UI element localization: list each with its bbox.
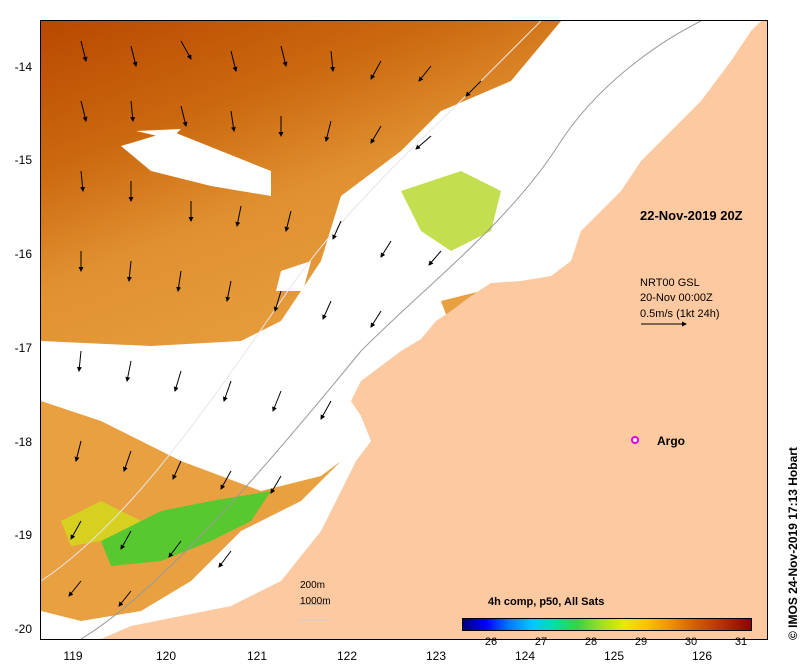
y-tick-label: -19 xyxy=(14,528,32,542)
cloud-gap-1 xyxy=(121,131,271,196)
cloud-gap-2 xyxy=(136,129,181,139)
sst-colorbar xyxy=(462,618,752,631)
colorbar-tick: 29 xyxy=(634,636,648,648)
x-tick-label: 123 xyxy=(425,649,447,663)
sst-nearshore-patch xyxy=(401,171,501,251)
y-tick-label: -20 xyxy=(14,622,32,636)
colorbar-tick: 31 xyxy=(734,636,748,648)
sst-warm-region xyxy=(41,21,561,346)
depth-contour-200m xyxy=(80,21,702,639)
sst-map-graphic xyxy=(41,21,767,639)
current-model-label: NRT00 GSL xyxy=(640,277,700,289)
sst-green-patch xyxy=(101,491,271,566)
depth-200m-label: 200m xyxy=(300,580,326,591)
colorbar-tick: 26 xyxy=(484,636,498,648)
colorbar-tick: 28 xyxy=(584,636,598,648)
land xyxy=(101,21,767,639)
x-tick-label: 119 xyxy=(63,649,83,663)
cloud-gap-3 xyxy=(276,261,311,291)
colorbar-tick: 30 xyxy=(684,636,698,648)
current-vectors xyxy=(68,40,687,607)
map-timestamp: 22-Nov-2019 20Z xyxy=(640,208,743,223)
x-tick-label: 121 xyxy=(246,649,268,663)
imos-credit: © IMOS 24-Nov-2019 17:13 Hobart xyxy=(786,447,800,640)
colorbar-tick: 27 xyxy=(534,636,548,648)
argo-label: Argo xyxy=(657,434,685,448)
current-time-label: 20-Nov 00:00Z xyxy=(640,292,713,304)
colorbar-title: 4h comp, p50, All Sats xyxy=(488,596,605,608)
depth-contour-1000m xyxy=(41,21,542,582)
y-tick-label: -16 xyxy=(14,247,32,261)
sst-map[interactable] xyxy=(40,20,768,640)
x-tick-label: 122 xyxy=(336,649,358,663)
x-tick-label: 120 xyxy=(155,649,177,663)
x-tick-label: 126 xyxy=(691,649,713,663)
current-scale-label: 0.5m/s (1kt 24h) xyxy=(640,308,720,320)
sst-yellow-patch xyxy=(61,501,141,546)
y-tick-label: -18 xyxy=(14,435,32,449)
x-tick-label: 124 xyxy=(514,649,536,663)
depth-1000m-label: 1000m xyxy=(300,596,331,607)
y-tick-label: -15 xyxy=(14,153,32,167)
argo-float-icon[interactable] xyxy=(631,436,639,444)
y-tick-label: -14 xyxy=(14,60,32,74)
x-tick-label: 125 xyxy=(603,649,625,663)
y-tick-label: -17 xyxy=(14,341,32,355)
